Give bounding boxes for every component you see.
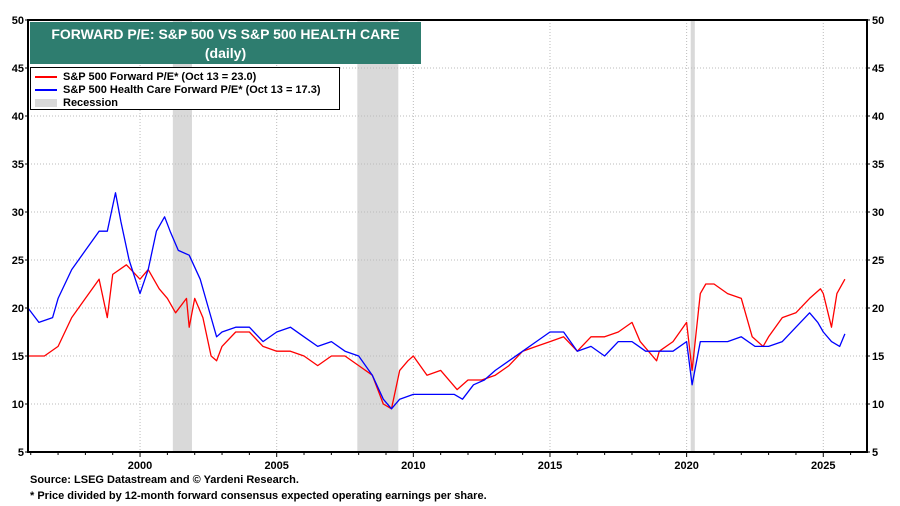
y-tick-label-right: 45 <box>872 63 884 75</box>
recession-band <box>357 20 399 452</box>
y-tick-label-right: 30 <box>872 207 884 219</box>
y-tick-label-right: 25 <box>872 255 884 267</box>
legend-swatch-gray <box>35 98 57 107</box>
x-tick-label: 2000 <box>128 460 152 472</box>
y-tick-label-right: 20 <box>872 303 884 315</box>
x-tick-label: 2025 <box>811 460 835 472</box>
y-tick-label-left: 10 <box>12 399 24 411</box>
y-tick-label-right: 50 <box>872 15 884 27</box>
legend: S&P 500 Forward P/E* (Oct 13 = 23.0) S&P… <box>30 67 340 110</box>
legend-item-sp500: S&P 500 Forward P/E* (Oct 13 = 23.0) <box>35 70 335 83</box>
y-tick-label-left: 20 <box>12 303 24 315</box>
y-tick-label-right: 5 <box>872 447 878 459</box>
y-tick-label-right: 35 <box>872 159 884 171</box>
plot-frame <box>27 19 868 453</box>
x-tick-label: 2010 <box>401 460 425 472</box>
chart-title: FORWARD P/E: S&P 500 VS S&P 500 HEALTH C… <box>51 26 400 42</box>
healthcare-pe-line <box>27 192 846 410</box>
y-tick-label-left: 5 <box>18 447 24 459</box>
legend-item-recession: Recession <box>35 96 335 109</box>
y-tick-label-left: 25 <box>12 255 24 267</box>
x-tick-label: 2015 <box>538 460 562 472</box>
chart-title-box: FORWARD P/E: S&P 500 VS S&P 500 HEALTH C… <box>30 22 421 64</box>
legend-label: S&P 500 Forward P/E* (Oct 13 = 23.0) <box>63 70 257 83</box>
legend-swatch-blue <box>35 88 57 91</box>
y-tick-label-left: 50 <box>12 15 24 27</box>
x-tick-label: 2005 <box>264 460 288 472</box>
legend-swatch-red <box>35 75 57 78</box>
y-tick-label-left: 15 <box>12 351 24 363</box>
legend-item-healthcare: S&P 500 Health Care Forward P/E* (Oct 13… <box>35 83 335 96</box>
y-tick-label-right: 10 <box>872 399 884 411</box>
y-tick-label-left: 35 <box>12 159 24 171</box>
sp500-pe-line <box>28 264 846 410</box>
y-tick-label-left: 45 <box>12 63 24 75</box>
x-tick-label: 2020 <box>674 460 698 472</box>
footnote: * Price divided by 12-month forward cons… <box>30 490 487 502</box>
source-note: Source: LSEG Datastream and © Yardeni Re… <box>30 474 299 486</box>
y-tick-label-left: 40 <box>12 111 24 123</box>
y-tick-label-right: 15 <box>872 351 884 363</box>
recession-band <box>172 20 192 452</box>
legend-label: S&P 500 Health Care Forward P/E* (Oct 13… <box>63 83 321 96</box>
y-tick-label-left: 30 <box>12 207 24 219</box>
chart-subtitle: (daily) <box>204 45 247 61</box>
recession-band <box>690 20 695 452</box>
legend-label: Recession <box>63 96 119 109</box>
y-tick-label-right: 40 <box>872 111 884 123</box>
